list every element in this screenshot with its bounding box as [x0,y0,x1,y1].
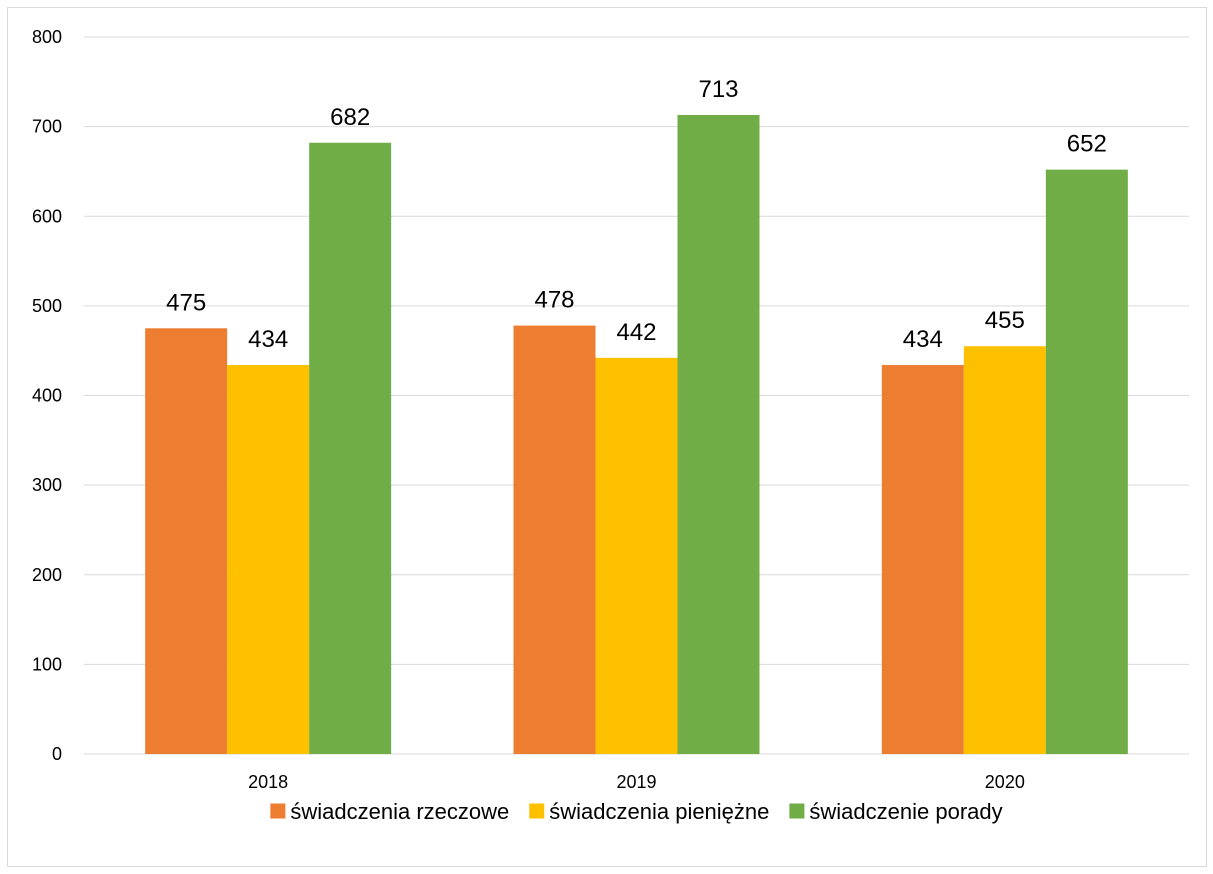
x-tick-label: 2020 [985,772,1025,792]
bar [595,357,678,754]
y-tick-label: 700 [32,117,62,137]
data-label: 434 [903,326,943,353]
y-tick-label: 0 [52,744,62,764]
y-tick-label: 600 [32,206,62,226]
bar [227,365,310,754]
legend-label: świadczenie porady [809,799,1002,824]
bar [677,114,760,754]
y-tick-label: 200 [32,565,62,585]
bar [1045,169,1128,754]
data-label: 713 [698,76,738,103]
legend-label: świadczenia pieniężne [549,799,769,824]
y-tick-label: 500 [32,296,62,316]
y-tick-label: 300 [32,475,62,495]
data-label: 478 [534,287,574,314]
bar [513,325,596,754]
data-label: 442 [616,319,656,346]
data-label: 652 [1067,131,1107,158]
bar [309,142,392,754]
data-label: 682 [330,104,370,131]
bar [963,346,1046,754]
bar [881,365,964,754]
legend-label: świadczenia rzeczowe [290,799,509,824]
y-tick-label: 400 [32,386,62,406]
data-label: 434 [248,326,288,353]
x-tick-label: 2018 [248,772,288,792]
legend-swatch [529,803,545,819]
y-tick-label: 800 [32,27,62,47]
data-label: 455 [985,307,1025,334]
data-label: 475 [166,289,206,316]
legend-swatch [789,803,805,819]
x-tick-label: 2019 [616,772,656,792]
bar [145,328,228,754]
legend-swatch [270,803,286,819]
y-tick-label: 100 [32,654,62,674]
